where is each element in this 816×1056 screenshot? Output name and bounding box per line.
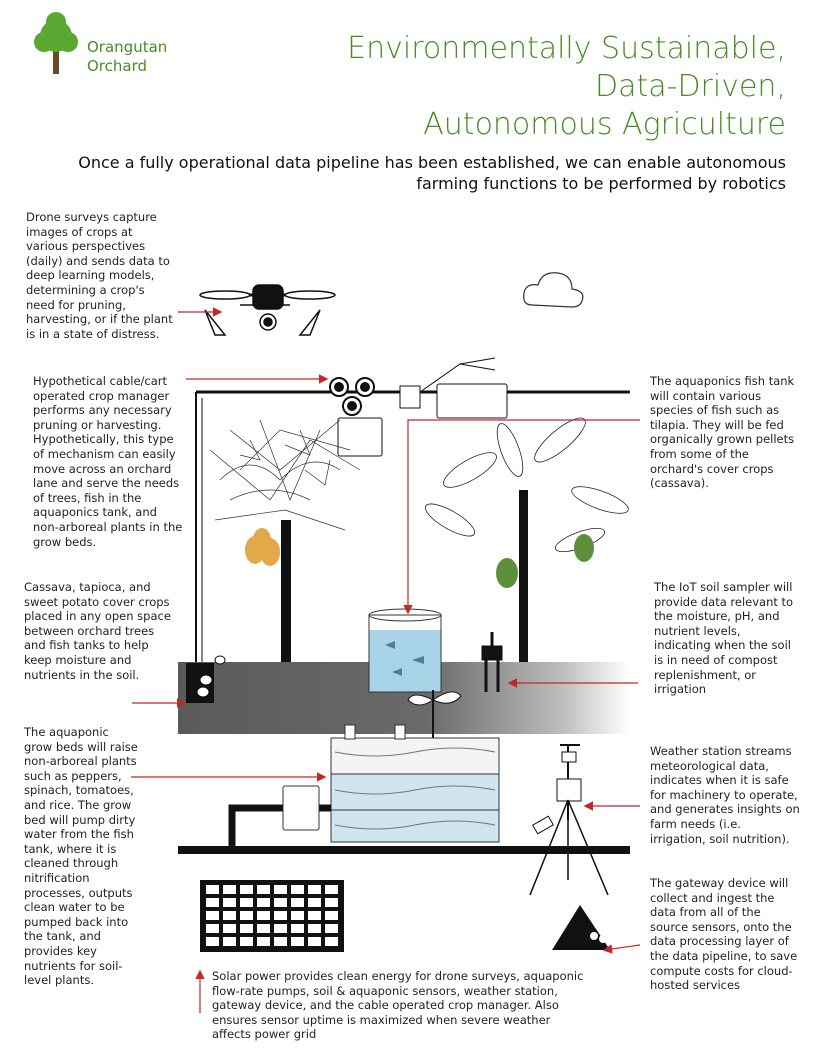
tree-logo-icon [34,12,78,74]
solar-cell [206,885,219,894]
solar-cell [240,911,253,920]
solar-cell [257,911,270,920]
solar-cell [325,924,338,933]
annotation-arrows [131,307,641,1013]
solar-cell [223,924,236,933]
solar-cell [291,911,304,920]
solar-cell [274,898,287,907]
solar-cell [240,885,253,894]
page-title: Environmentally Sustainable, Data-Driven… [347,30,786,144]
solar-cell [325,911,338,920]
brand-line1: Orangutan [87,38,168,56]
gateway-device-icon [552,905,610,950]
soil-sampler-annotation: The IoT soil sampler will provide data r… [654,580,794,697]
solar-cell [308,898,321,907]
brand-line2: Orchard [87,57,148,75]
solar-cell [206,911,219,920]
solar-cell [274,911,287,920]
cover-crop [186,655,226,703]
drone-icon [199,284,336,336]
cover-crops-annotation: Cassava, tapioca, and sweet potato cover… [24,580,171,682]
solar-cell [240,898,253,907]
solar-cell [308,924,321,933]
solar-cell [274,937,287,946]
pump-box [282,785,320,831]
brand-name: Orangutan Orchard [87,38,167,76]
solar-cell [223,885,236,894]
pipes [178,804,630,854]
mango-tree [209,419,361,670]
solar-cell [308,911,321,920]
solar-cell [291,898,304,907]
grow-beds-annotation: The aquaponic grow beds will raise non-a… [24,725,138,988]
solar-cell [274,924,287,933]
solar-cell [257,898,270,907]
solar-cell [291,924,304,933]
solar-panel-icon [200,880,344,952]
solar-cell [274,885,287,894]
solar-cell [206,898,219,907]
cloud-icon [523,272,584,308]
solar-cell [291,885,304,894]
solar-cell [325,898,338,907]
cable-annotation: Hypothetical cable/cart operated crop ma… [33,374,183,549]
solar-cell [308,885,321,894]
solar-annotation: Solar power provides clean energy for dr… [212,969,584,1042]
page-subtitle: Once a fully operational data pipeline h… [78,153,786,193]
title-line2: Data-Driven, [595,69,786,104]
title-line3: Autonomous Agriculture [423,107,786,142]
solar-cell [223,898,236,907]
title-line1: Environmentally Sustainable, [347,31,786,66]
solar-cell [240,924,253,933]
avocado-tree [424,417,629,670]
solar-cell [325,885,338,894]
solar-cell [325,937,338,946]
grow-beds [330,724,500,843]
solar-cell [206,937,219,946]
solar-cell [223,911,236,920]
weather-annotation: Weather station streams meteorological d… [650,744,800,846]
fish-tank-annotation: The aquaponics fish tank will contain va… [650,374,795,491]
crop-manager-cart [329,357,508,457]
gateway-annotation: The gateway device will collect and inge… [650,876,798,993]
weather-station-icon [529,744,609,896]
solar-cell [240,937,253,946]
soil-sampler-icon [481,632,503,692]
solar-cell [308,937,321,946]
solar-cell [291,937,304,946]
solar-cell [223,937,236,946]
solar-cell [257,924,270,933]
solar-cell [206,924,219,933]
solar-cell [257,885,270,894]
solar-cell [257,937,270,946]
drone-annotation: Drone surveys capture images of crops at… [26,210,173,341]
fish-tank [368,608,442,693]
